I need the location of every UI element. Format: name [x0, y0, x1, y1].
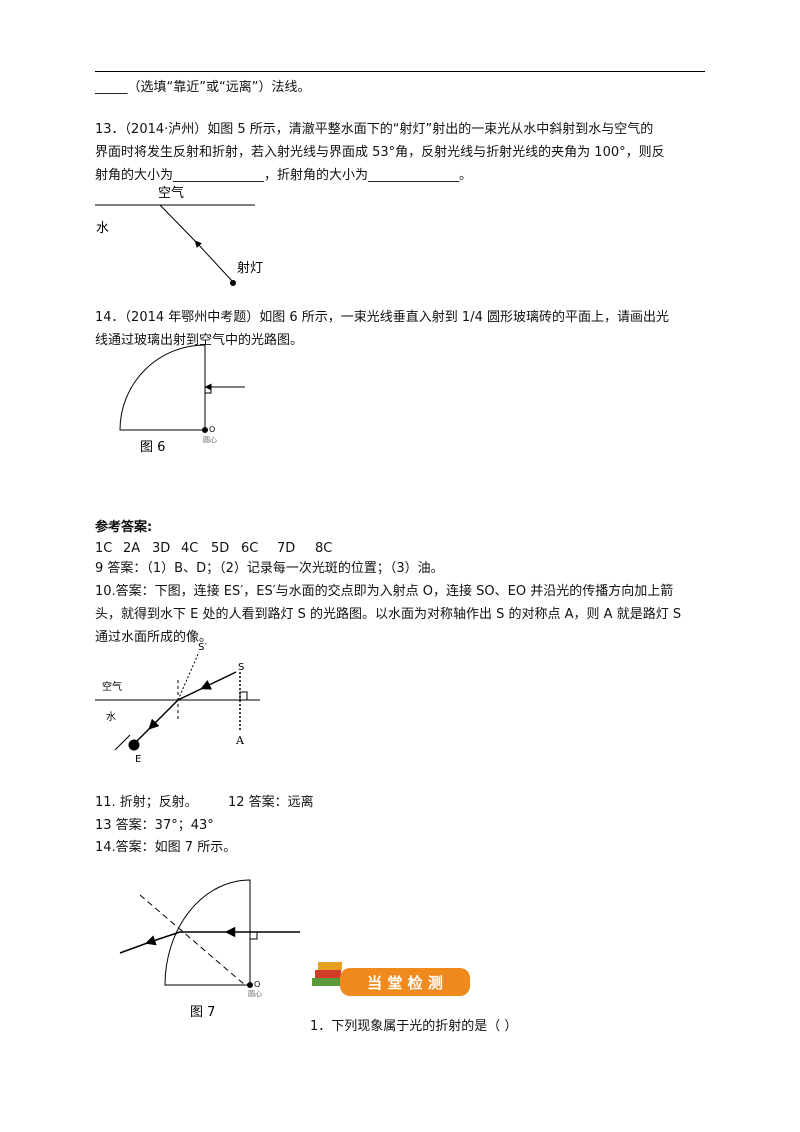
choice: 6C: [241, 541, 259, 556]
text: 11. 折射；反射。: [95, 795, 198, 810]
banner: [312, 962, 470, 996]
text: 14．（2014 年鄂州中考题）如图 6 所示，一束光线垂直入射到 1/4 圆形…: [95, 310, 669, 325]
label: 射灯: [237, 260, 263, 276]
label: 空气: [158, 185, 184, 201]
text: 10.答案：下图，连接 ES′，ES′与水面的交点即为入射点 O，连接 SO、E…: [95, 584, 674, 599]
text: 头，就得到水下 E 处的人看到路灯 S 的光路图。以水面为对称轴作出 S 的对称…: [95, 607, 682, 622]
figure-7: [119, 879, 300, 988]
text: 射角的大小为______________，折射角的大小为____________…: [95, 168, 473, 183]
label: 圆心: [248, 990, 262, 998]
label: 圆心: [203, 436, 217, 444]
text: 14.答案：如图 7 所示。: [95, 840, 237, 855]
heading: 参考答案:: [95, 520, 153, 535]
choice: 2A: [123, 541, 141, 556]
choice: 1C: [95, 541, 113, 556]
text: 13．（2014·泸州）如图 5 所示，清澈平整水面下的“射灯”射出的一束光从水…: [95, 122, 654, 137]
rule: [95, 71, 705, 72]
caption: 图 6: [140, 440, 165, 455]
figure-6: [119, 344, 245, 433]
text: 通过水面所成的像。: [95, 630, 213, 645]
text: 界面时将发生反射和折射，若入射光线与界面成 53°角，反射光线与折射光线的夹角为…: [95, 145, 665, 160]
text: 1．下列现象属于光的折射的是（ ）: [310, 1019, 518, 1034]
choice: 3D: [152, 541, 171, 556]
text: _____（选填“靠近”或“远离”）法线。: [95, 80, 311, 95]
label: 水: [106, 711, 116, 723]
label: E: [135, 754, 141, 765]
text: 9 答案：（1）B、D；（2）记录每一次光斑的位置；（3）油。: [95, 561, 444, 576]
caption: 图 7: [190, 1005, 215, 1020]
text: 线通过玻璃出射到空气中的光路图。: [95, 333, 304, 348]
label: S: [238, 662, 244, 673]
label: O: [254, 980, 260, 989]
choice: 5D: [211, 541, 230, 556]
choice: 8C: [315, 541, 333, 556]
figure-13: [95, 204, 255, 286]
figure-10: [95, 651, 260, 751]
label: O: [209, 425, 215, 434]
text: 12 答案：远离: [228, 795, 314, 810]
choice: 4C: [181, 541, 199, 556]
label: A: [235, 734, 245, 747]
text: 13 答案：37°；43°: [95, 818, 214, 833]
label: 水: [96, 221, 109, 236]
label: 空气: [102, 680, 122, 693]
label: S′: [198, 642, 207, 653]
choice: 7D: [277, 541, 296, 556]
banner-text: 当 堂 检 测: [367, 974, 443, 992]
